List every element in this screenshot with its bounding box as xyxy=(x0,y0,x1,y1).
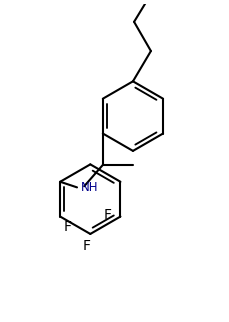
Text: F: F xyxy=(104,208,112,223)
Text: F: F xyxy=(83,239,90,253)
Text: F: F xyxy=(64,220,72,234)
Text: NH: NH xyxy=(80,181,98,194)
